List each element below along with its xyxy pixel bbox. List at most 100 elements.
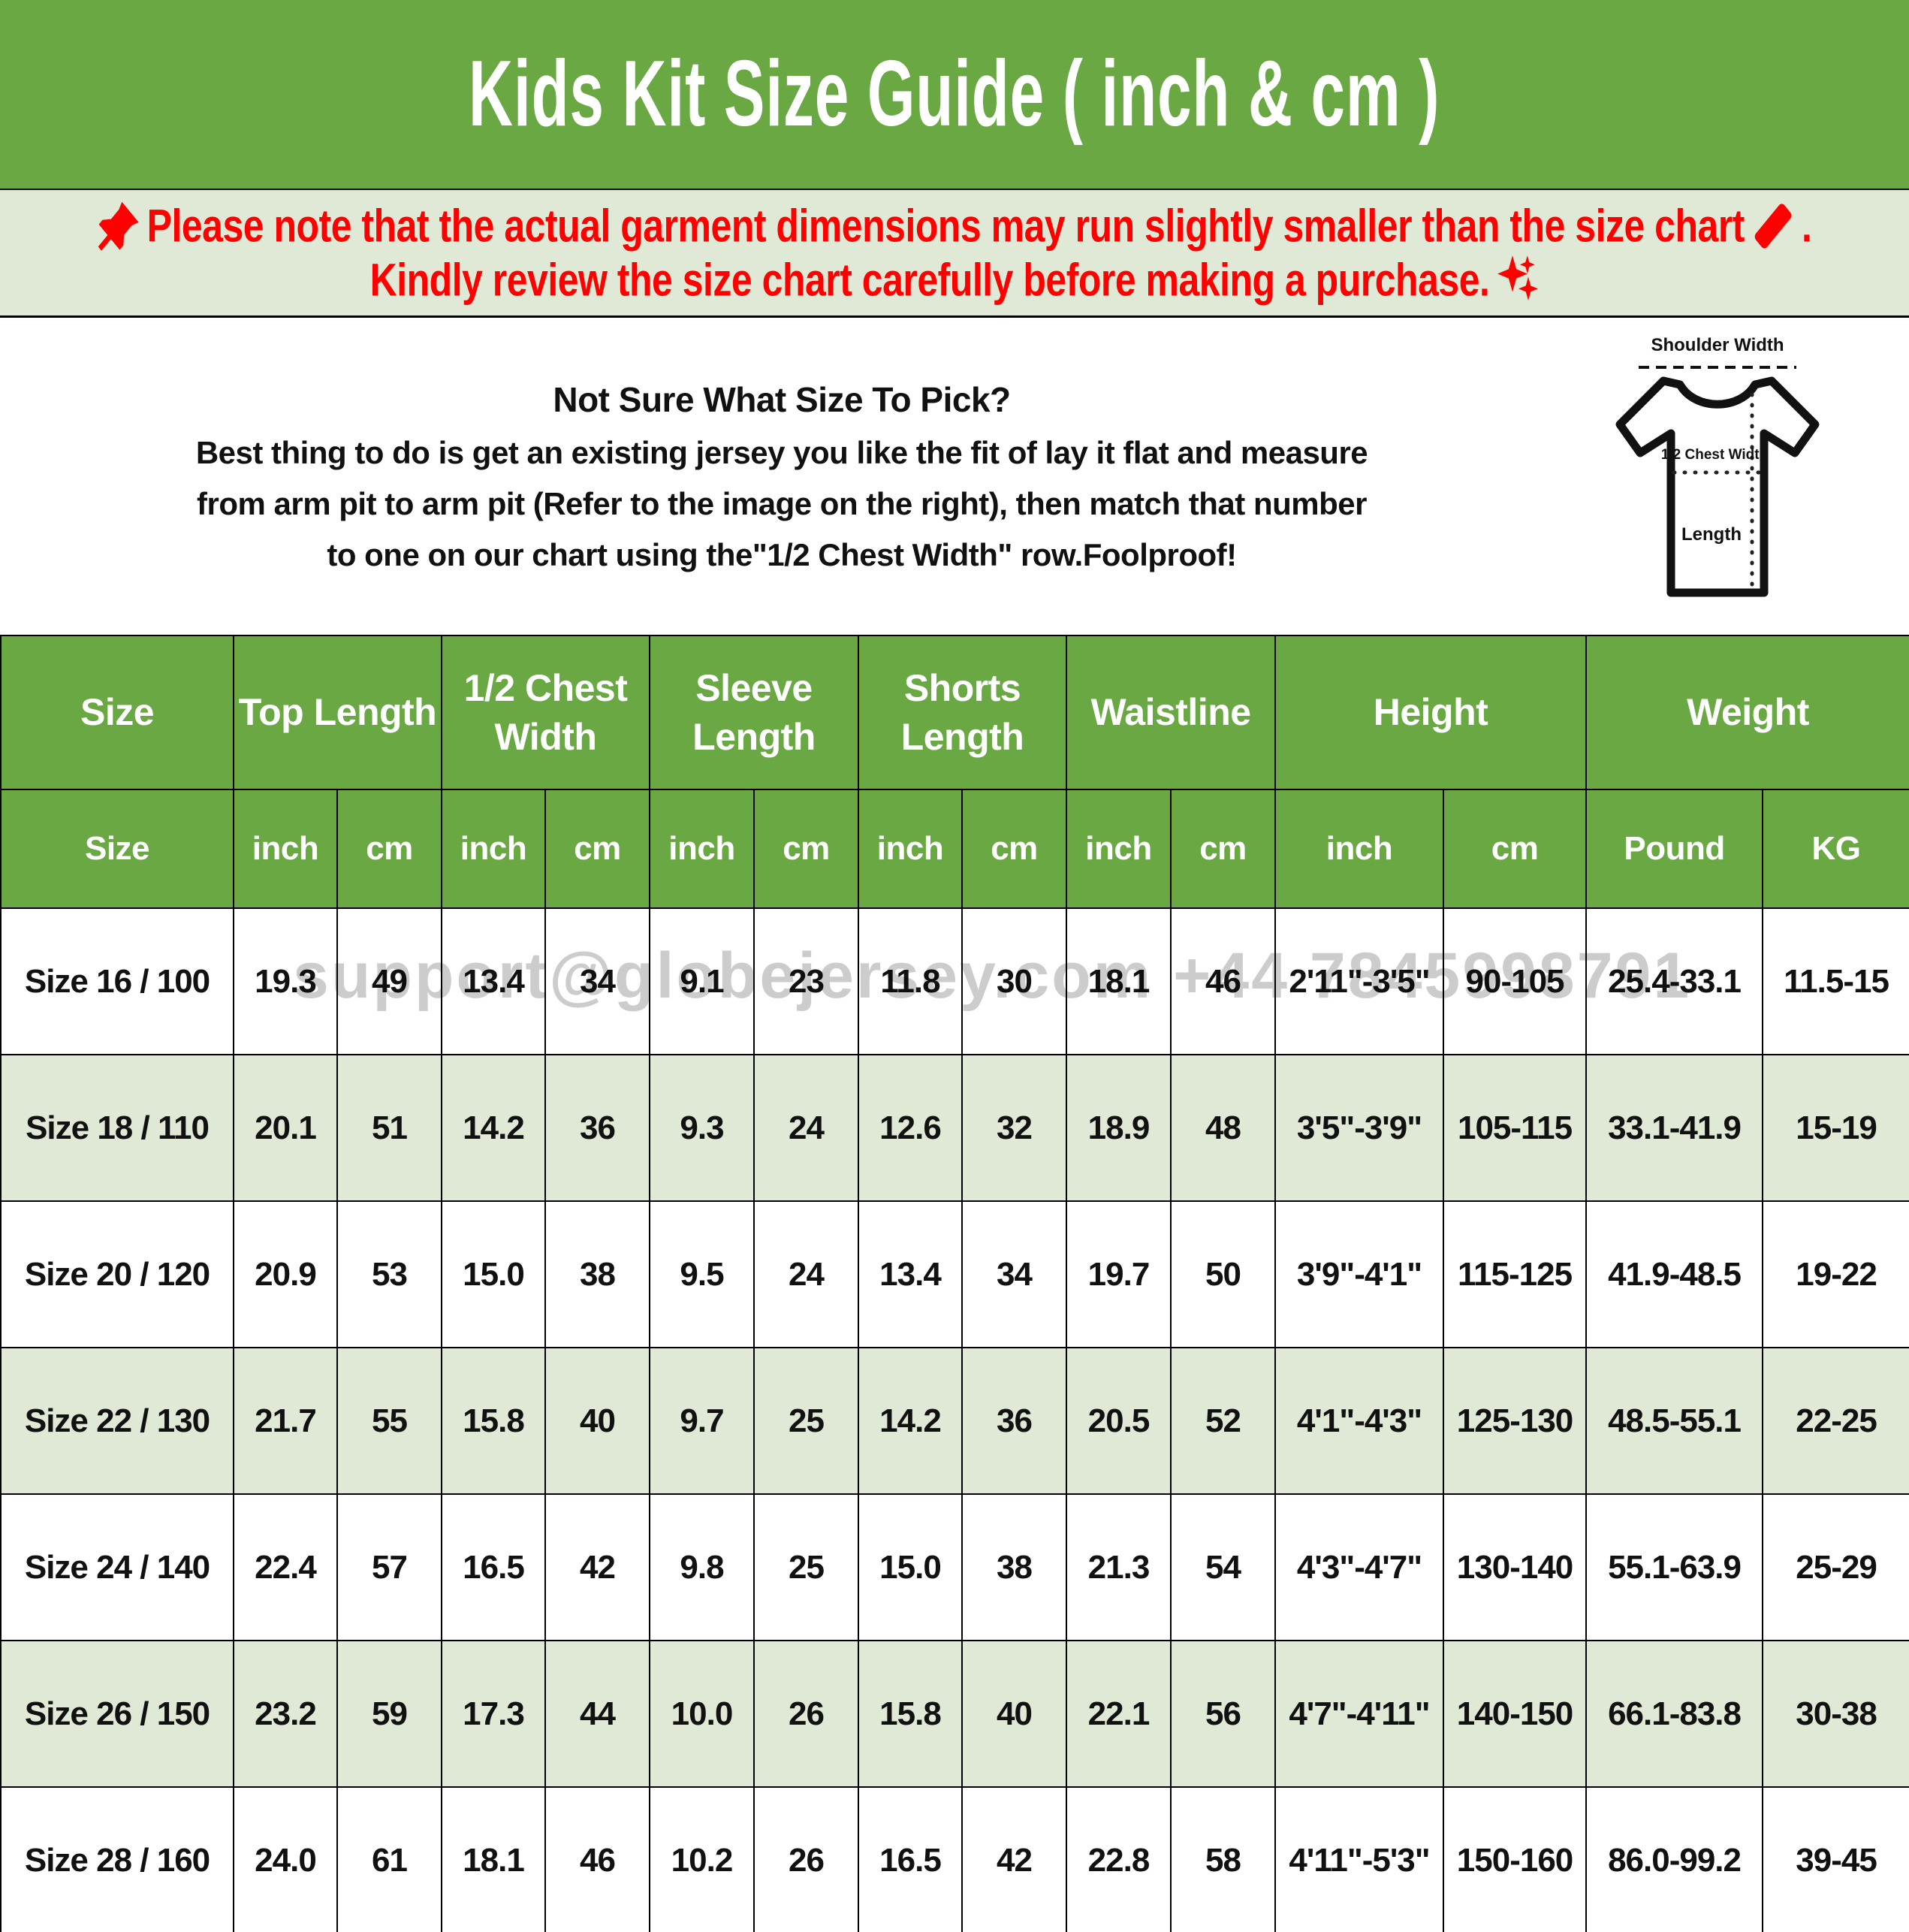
measurement-cell: 38 — [544, 1200, 650, 1348]
measurement-cell: 20.1 — [233, 1054, 338, 1202]
measurement-cell: 14.2 — [858, 1347, 963, 1495]
size-table-body: Size 16 / 100 19.3 49 13.4 34 9.1 23 11.8 30 18.1… — [0, 907, 1909, 1932]
measurement-cell: 39-45 — [1762, 1786, 1909, 1932]
measurement-cell: 9.5 — [649, 1200, 755, 1348]
notice-line-1: Please note that the actual garment dime… — [98, 199, 1812, 252]
measurement-cell: 42 — [544, 1493, 650, 1641]
measurement-cell: 3'5"-3'9" — [1274, 1054, 1445, 1202]
measurement-cell: 48.5-55.1 — [1585, 1347, 1764, 1495]
measurement-cell: 4'3"-4'7" — [1274, 1493, 1445, 1641]
table-row: Size 24 / 140 22.4 57 16.5 42 9.8 25 15.0 38 21.3… — [0, 1493, 1909, 1641]
size-chart-table: Size Top Length 1/2 Chest Width Sleeve Leng… — [0, 635, 1909, 1932]
measurement-cell: 9.1 — [649, 907, 755, 1055]
fit-guide-line-1: Best thing to do is get an existing jers… — [195, 435, 1368, 471]
measurement-cell: 18.1 — [441, 1786, 546, 1932]
unit-header: inch — [858, 789, 963, 909]
measurement-cell: 4'1"-4'3" — [1274, 1347, 1445, 1495]
size-label-cell: Size 24 / 140 — [0, 1493, 234, 1641]
measurement-cell: 9.7 — [649, 1347, 755, 1495]
measurement-cell: 49 — [336, 907, 442, 1055]
column-group-header: Top Length — [233, 635, 442, 790]
size-label-cell: Size 16 / 100 — [0, 907, 234, 1055]
measurement-cell: 51 — [336, 1054, 442, 1202]
measurement-cell: 22.8 — [1066, 1786, 1172, 1932]
measurement-cell: 30 — [961, 907, 1067, 1055]
half-chest-width-label: 1/2 Chest Width — [1661, 447, 1768, 463]
length-label: Length — [1681, 524, 1742, 545]
fit-guide-text: Not Sure What Size To Pick? Best thing t… — [0, 318, 1556, 635]
table-row: Size 26 / 150 23.2 59 17.3 44 10.0 26 15.8 40 22.… — [0, 1640, 1909, 1788]
measurement-cell: 24.0 — [233, 1786, 338, 1932]
measurement-cell: 19.3 — [233, 907, 338, 1055]
measurement-cell: 140-150 — [1443, 1640, 1588, 1788]
measurement-cell: 25 — [753, 1493, 859, 1641]
title-bar: Kids Kit Size Guide ( inch & cm ) — [0, 0, 1909, 190]
notice-text-2: Kindly review the size chart carefully b… — [369, 254, 1490, 306]
measurement-cell: 55.1-63.9 — [1585, 1493, 1764, 1641]
measurement-cell: 42 — [961, 1786, 1067, 1932]
size-label-cell: Size 20 / 120 — [0, 1200, 234, 1348]
measurement-cell: 25 — [753, 1347, 859, 1495]
sparkles-icon — [1497, 254, 1539, 305]
measurement-cell: 19.7 — [1066, 1200, 1172, 1348]
unit-header: cm — [961, 789, 1067, 909]
measurement-cell: 10.0 — [649, 1640, 755, 1788]
measurement-cell: 46 — [544, 1786, 650, 1932]
measurement-cell: 15.0 — [441, 1200, 546, 1348]
column-group-header: Weight — [1585, 635, 1909, 790]
measurement-cell: 150-160 — [1443, 1786, 1588, 1932]
measurement-cell: 50 — [1169, 1200, 1277, 1348]
measurement-cell: 86.0-99.2 — [1585, 1786, 1764, 1932]
measurement-cell: 14.2 — [441, 1054, 546, 1202]
size-label-cell: Size 18 / 110 — [0, 1054, 234, 1202]
measurement-cell: 54 — [1169, 1493, 1277, 1641]
measurement-cell: 36 — [544, 1054, 650, 1202]
measurement-cell: 56 — [1169, 1640, 1277, 1788]
unit-header: cm — [544, 789, 650, 909]
measurement-cell: 20.9 — [233, 1200, 338, 1348]
unit-header: Size — [0, 789, 234, 909]
measurement-cell: 18.1 — [1066, 907, 1172, 1055]
measurement-cell: 115-125 — [1443, 1200, 1588, 1348]
measurement-cell: 21.3 — [1066, 1493, 1172, 1641]
measurement-cell: 21.7 — [233, 1347, 338, 1495]
measurement-cell: 11.5-15 — [1762, 907, 1909, 1055]
unit-header: inch — [649, 789, 755, 909]
measurement-cell: 22-25 — [1762, 1347, 1909, 1495]
table-row: Size 18 / 110 20.1 51 14.2 36 9.3 24 12.6 32 18.9… — [0, 1054, 1909, 1202]
unit-header: KG — [1762, 789, 1909, 909]
measurement-cell: 12.6 — [858, 1054, 963, 1202]
measurement-cell: 105-115 — [1443, 1054, 1588, 1202]
measurement-cell: 25.4-33.1 — [1585, 907, 1764, 1055]
measurement-cell: 13.4 — [441, 907, 546, 1055]
column-group-header: Waistline — [1065, 635, 1277, 790]
measurement-cell: 22.4 — [233, 1493, 338, 1641]
column-group-header: Sleeve Length — [649, 635, 859, 790]
measurement-cell: 58 — [1169, 1786, 1277, 1932]
size-label-cell: Size 28 / 160 — [0, 1786, 234, 1932]
measurement-cell: 33.1-41.9 — [1585, 1054, 1764, 1202]
column-group-row: Size Top Length 1/2 Chest Width Sleeve Leng… — [0, 635, 1909, 790]
measurement-cell: 26 — [753, 1786, 859, 1932]
table-row: Size 16 / 100 19.3 49 13.4 34 9.1 23 11.8 30 18.1… — [0, 907, 1909, 1055]
measurement-cell: 38 — [961, 1493, 1067, 1641]
unit-header: inch — [1066, 789, 1172, 909]
measurement-cell: 34 — [961, 1200, 1067, 1348]
column-group-header: Size — [0, 635, 234, 790]
measurement-cell: 130-140 — [1443, 1493, 1588, 1641]
measurement-cell: 48 — [1169, 1054, 1277, 1202]
measurement-cell: 90-105 — [1443, 907, 1588, 1055]
measurement-cell: 55 — [336, 1347, 442, 1495]
measurement-cell: 16.5 — [441, 1493, 546, 1641]
measurement-cell: 11.8 — [858, 907, 963, 1055]
measurement-cell: 44 — [544, 1640, 650, 1788]
fit-guide-line-3: to one on our chart using the"1/2 Chest … — [327, 537, 1237, 573]
measurement-cell: 15.0 — [858, 1493, 963, 1641]
unit-header: Pound — [1585, 789, 1764, 909]
measurement-cell: 4'11"-5'3" — [1274, 1786, 1445, 1932]
measurement-cell: 40 — [544, 1347, 650, 1495]
measurement-cell: 52 — [1169, 1347, 1277, 1495]
measurement-cell: 24 — [753, 1200, 859, 1348]
measurement-cell: 15.8 — [441, 1347, 546, 1495]
